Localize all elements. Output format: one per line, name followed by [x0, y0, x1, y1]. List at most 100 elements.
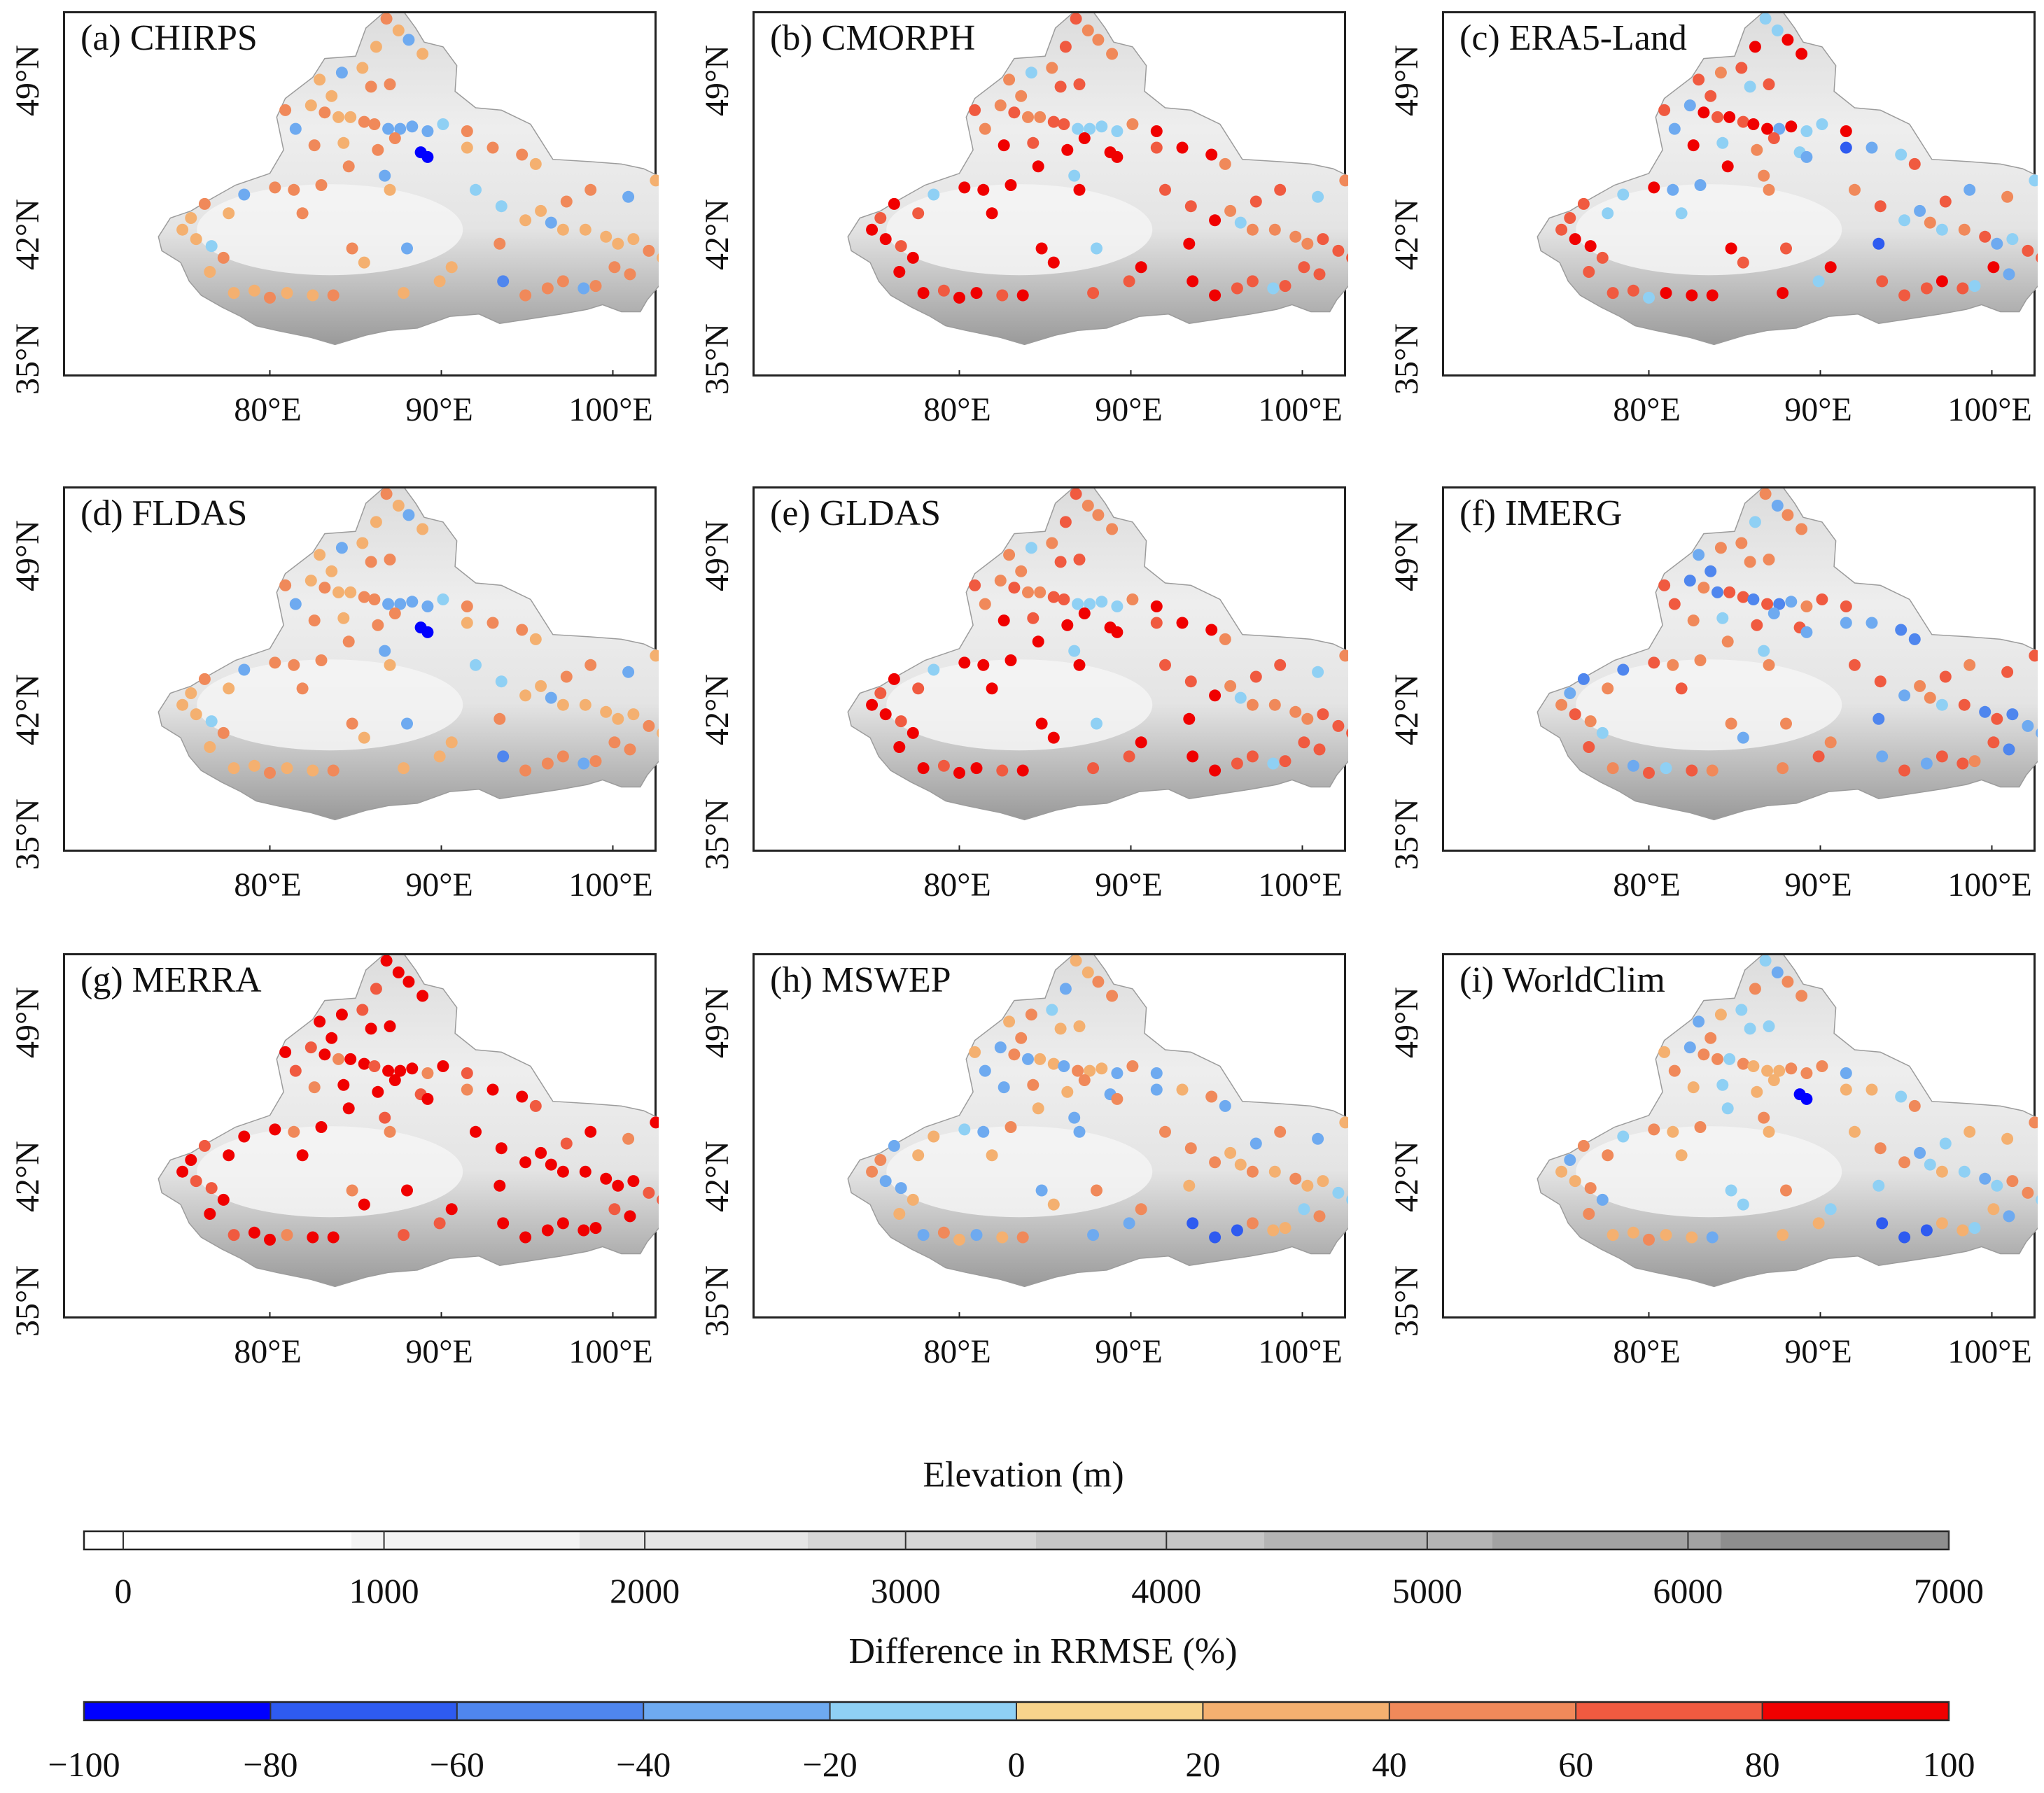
- colorbar-segment: [830, 1702, 1017, 1720]
- lat-tick-label: 42°N: [1388, 1141, 1425, 1212]
- station-marker: [1714, 66, 1727, 79]
- station-marker: [1346, 253, 1348, 262]
- station-marker: [1267, 757, 1280, 770]
- station-marker: [185, 687, 197, 699]
- station-marker: [657, 1195, 659, 1204]
- station-marker: [1617, 188, 1630, 201]
- colorbar-tick-label: −20: [802, 1745, 858, 1784]
- station-marker: [1061, 1085, 1074, 1098]
- station-marker: [327, 289, 340, 302]
- station-marker: [217, 251, 230, 264]
- station-marker: [545, 691, 557, 704]
- station-marker: [888, 1139, 900, 1152]
- station-marker: [493, 1179, 506, 1192]
- lat-tick-label: 35°N: [699, 323, 736, 395]
- station-marker: [380, 955, 393, 967]
- station-marker: [1935, 698, 1948, 711]
- station-marker: [1840, 125, 1852, 137]
- colorbar-segment: [1036, 1531, 1265, 1549]
- station-marker: [327, 764, 340, 777]
- station-marker: [874, 687, 887, 699]
- station-marker: [1800, 626, 1813, 638]
- station-marker: [1704, 1032, 1717, 1044]
- station-marker: [1761, 1064, 1774, 1077]
- station-marker: [1072, 598, 1084, 610]
- station-marker: [1617, 1130, 1630, 1143]
- station-marker: [388, 132, 401, 144]
- station-marker: [893, 741, 906, 753]
- station-marker: [433, 275, 446, 288]
- station-marker: [281, 1229, 293, 1242]
- station-marker: [589, 755, 602, 768]
- station-marker: [1078, 132, 1091, 144]
- station-marker: [895, 240, 907, 253]
- station-marker: [622, 190, 635, 203]
- station-marker: [379, 1111, 391, 1124]
- station-marker: [223, 1149, 235, 1162]
- station-marker: [176, 698, 189, 711]
- station-marker: [497, 750, 510, 763]
- station-marker: [1096, 1062, 1108, 1075]
- station-marker: [584, 183, 597, 196]
- station-marker: [578, 1224, 590, 1237]
- station-marker: [560, 195, 573, 208]
- station-marker: [1070, 955, 1082, 967]
- station-marker: [1968, 1222, 1981, 1235]
- station-marker: [1935, 750, 1948, 763]
- colorbar-tick-label: −100: [48, 1745, 120, 1784]
- station-marker: [296, 207, 309, 220]
- station-marker: [406, 596, 419, 608]
- station-marker: [198, 197, 211, 210]
- station-marker: [392, 966, 405, 978]
- station-marker: [1569, 708, 1581, 721]
- station-marker: [392, 500, 405, 512]
- station-marker: [1135, 1203, 1147, 1216]
- station-marker: [1346, 1195, 1348, 1204]
- station-marker: [1078, 607, 1091, 619]
- station-marker: [1759, 13, 1772, 25]
- station-marker: [1686, 289, 1698, 302]
- station-marker: [977, 659, 990, 671]
- station-marker: [445, 736, 458, 749]
- station-marker: [1627, 1226, 1639, 1239]
- station-marker: [314, 1015, 326, 1028]
- station-marker: [495, 200, 507, 213]
- station-marker: [643, 244, 655, 257]
- station-marker: [315, 654, 328, 666]
- station-marker: [1771, 966, 1784, 978]
- station-marker: [344, 1053, 357, 1065]
- station-marker: [1777, 287, 1789, 300]
- colorbar-tick-label: 7000: [1914, 1571, 1984, 1610]
- station-marker: [1800, 1067, 1813, 1079]
- station-marker: [1737, 731, 1749, 744]
- station-marker: [1898, 689, 1911, 702]
- station-marker: [384, 659, 396, 671]
- station-marker: [1555, 698, 1568, 711]
- lon-tick-label: 100°E: [1258, 866, 1343, 903]
- station-marker: [1668, 598, 1681, 610]
- station-marker: [1706, 1231, 1718, 1244]
- lon-tick-label: 80°E: [234, 866, 302, 903]
- station-marker: [1268, 698, 1281, 711]
- lat-tick-label: 49°N: [9, 520, 46, 591]
- station-marker: [1800, 600, 1813, 612]
- station-marker: [986, 1149, 998, 1162]
- station-marker: [2036, 729, 2038, 738]
- station-marker: [906, 1193, 919, 1206]
- colorbar-segment: [808, 1531, 1037, 1549]
- station-marker: [1096, 120, 1108, 133]
- station-marker: [1898, 764, 1911, 777]
- station-marker: [1279, 1222, 1292, 1235]
- station-marker: [541, 1224, 554, 1237]
- station-marker: [204, 1208, 216, 1220]
- station-marker: [337, 1078, 350, 1091]
- colorbar-tick-label: 0: [1007, 1745, 1026, 1784]
- station-marker: [1583, 266, 1595, 278]
- station-marker: [1749, 516, 1761, 528]
- lat-tick-label: 49°N: [1388, 987, 1425, 1058]
- lon-tick-label: 80°E: [234, 1333, 302, 1370]
- station-marker: [1924, 1158, 1936, 1171]
- station-marker: [970, 287, 983, 300]
- station-marker: [994, 575, 1007, 587]
- station-marker: [1840, 600, 1852, 612]
